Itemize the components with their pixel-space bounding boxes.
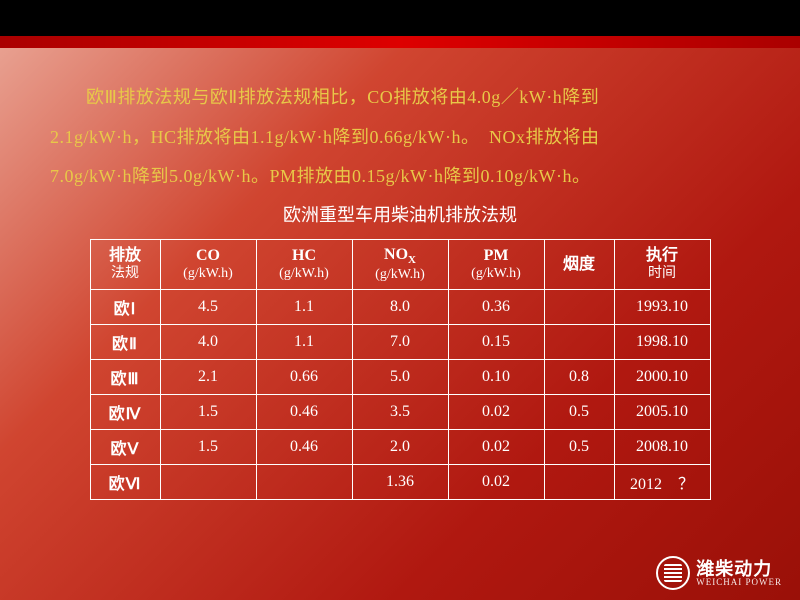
cell-pm: 0.02 bbox=[448, 429, 544, 464]
cell-nox: 1.36 bbox=[352, 464, 448, 499]
cell-nox: 5.0 bbox=[352, 359, 448, 394]
intro-paragraph: 欧Ⅲ排放法规与欧Ⅱ排放法规相比，CO排放将由4.0g／kW·h降到 2.1g/k… bbox=[50, 78, 750, 197]
intro-line2: 2.1g/kW·h，HC排放将由1.1g/kW·h降到0.66g/kW·h。 N… bbox=[50, 127, 599, 147]
table-row: 欧Ⅵ 1.360.02 2012 ？ bbox=[90, 464, 710, 499]
table-header-row: 排放法规 CO(g/kW.h) HC(g/kW.h) NOX(g/kW.h) P… bbox=[90, 239, 710, 289]
cell-name: 欧Ⅰ bbox=[90, 289, 160, 324]
cell-name: 欧Ⅳ bbox=[90, 394, 160, 429]
table-row: 欧Ⅴ1.50.462.00.020.52008.10 bbox=[90, 429, 710, 464]
cell-smoke: 0.8 bbox=[544, 359, 614, 394]
cell-hc: 0.46 bbox=[256, 429, 352, 464]
cell-co: 1.5 bbox=[160, 394, 256, 429]
cell-smoke: 0.5 bbox=[544, 394, 614, 429]
table-row: 欧Ⅳ1.50.463.50.020.52005.10 bbox=[90, 394, 710, 429]
table-title: 欧洲重型车用柴油机排放法规 bbox=[50, 201, 750, 227]
cell-hc: 0.46 bbox=[256, 394, 352, 429]
col-date: 执行时间 bbox=[614, 239, 710, 289]
cell-hc bbox=[256, 464, 352, 499]
table-row: 欧Ⅲ2.10.665.00.100.82000.10 bbox=[90, 359, 710, 394]
cell-date: 1993.10 bbox=[614, 289, 710, 324]
cell-hc: 1.1 bbox=[256, 289, 352, 324]
cell-smoke: 0.5 bbox=[544, 429, 614, 464]
cell-hc: 1.1 bbox=[256, 324, 352, 359]
table-row: 欧Ⅰ4.51.18.00.36 1993.10 bbox=[90, 289, 710, 324]
cell-name: 欧Ⅴ bbox=[90, 429, 160, 464]
cell-nox: 2.0 bbox=[352, 429, 448, 464]
intro-line1: 欧Ⅲ排放法规与欧Ⅱ排放法规相比，CO排放将由4.0g／kW·h降到 bbox=[86, 87, 599, 107]
col-nox: NOX(g/kW.h) bbox=[352, 239, 448, 289]
col-regulation: 排放法规 bbox=[90, 239, 160, 289]
cell-name: 欧Ⅱ bbox=[90, 324, 160, 359]
cell-co: 4.5 bbox=[160, 289, 256, 324]
intro-line3: 7.0g/kW·h降到5.0g/kW·h。PM排放由0.15g/kW·h降到0.… bbox=[50, 166, 590, 186]
cell-date: 2012 ？ bbox=[614, 464, 710, 499]
cell-smoke bbox=[544, 464, 614, 499]
logo-text: 潍柴动力 WEICHAI POWER bbox=[696, 560, 782, 587]
cell-co: 4.0 bbox=[160, 324, 256, 359]
cell-hc: 0.66 bbox=[256, 359, 352, 394]
col-pm: PM(g/kW.h) bbox=[448, 239, 544, 289]
cell-date: 2000.10 bbox=[614, 359, 710, 394]
emission-table: 排放法规 CO(g/kW.h) HC(g/kW.h) NOX(g/kW.h) P… bbox=[90, 239, 711, 500]
cell-co: 1.5 bbox=[160, 429, 256, 464]
cell-nox: 3.5 bbox=[352, 394, 448, 429]
cell-pm: 0.10 bbox=[448, 359, 544, 394]
cell-nox: 7.0 bbox=[352, 324, 448, 359]
col-co: CO(g/kW.h) bbox=[160, 239, 256, 289]
cell-pm: 0.15 bbox=[448, 324, 544, 359]
logo-icon bbox=[656, 556, 690, 590]
slide-body: 欧Ⅲ排放法规与欧Ⅱ排放法规相比，CO排放将由4.0g／kW·h降到 2.1g/k… bbox=[0, 48, 800, 600]
cell-date: 1998.10 bbox=[614, 324, 710, 359]
weichai-logo: 潍柴动力 WEICHAI POWER bbox=[656, 556, 782, 590]
cell-name: 欧Ⅵ bbox=[90, 464, 160, 499]
col-hc: HC(g/kW.h) bbox=[256, 239, 352, 289]
cell-pm: 0.02 bbox=[448, 464, 544, 499]
cell-smoke bbox=[544, 324, 614, 359]
cell-date: 2005.10 bbox=[614, 394, 710, 429]
cell-co bbox=[160, 464, 256, 499]
col-smoke: 烟度 bbox=[544, 239, 614, 289]
cell-pm: 0.02 bbox=[448, 394, 544, 429]
cell-co: 2.1 bbox=[160, 359, 256, 394]
cell-name: 欧Ⅲ bbox=[90, 359, 160, 394]
table-row: 欧Ⅱ4.01.17.00.15 1998.10 bbox=[90, 324, 710, 359]
cell-smoke bbox=[544, 289, 614, 324]
header-band bbox=[0, 0, 800, 48]
cell-nox: 8.0 bbox=[352, 289, 448, 324]
cell-pm: 0.36 bbox=[448, 289, 544, 324]
cell-date: 2008.10 bbox=[614, 429, 710, 464]
